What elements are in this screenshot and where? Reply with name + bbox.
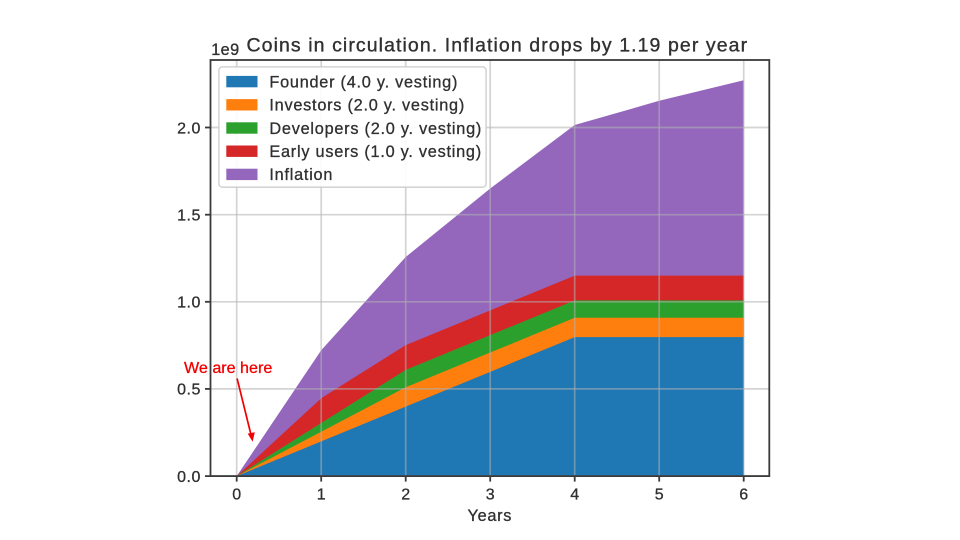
svg-text:2.0: 2.0 bbox=[177, 120, 201, 137]
svg-text:1.5: 1.5 bbox=[177, 208, 201, 225]
svg-text:6: 6 bbox=[739, 487, 748, 504]
svg-text:Investors (2.0 y. vesting): Investors (2.0 y. vesting) bbox=[269, 97, 465, 115]
svg-text:Early users (1.0 y. vesting): Early users (1.0 y. vesting) bbox=[269, 143, 482, 161]
svg-text:We are here: We are here bbox=[184, 359, 272, 377]
svg-text:5: 5 bbox=[655, 487, 664, 504]
svg-text:1.0: 1.0 bbox=[177, 295, 201, 312]
svg-text:0: 0 bbox=[232, 487, 241, 504]
svg-text:0.5: 0.5 bbox=[177, 382, 201, 399]
svg-text:Years: Years bbox=[468, 507, 513, 525]
svg-text:1e9: 1e9 bbox=[211, 41, 239, 59]
svg-text:Founder (4.0 y. vesting): Founder (4.0 y. vesting) bbox=[269, 73, 458, 91]
svg-text:Coins in circulation. Inflatio: Coins in circulation. Inflation drops by… bbox=[247, 34, 749, 56]
svg-text:1: 1 bbox=[317, 487, 326, 504]
svg-text:Inflation: Inflation bbox=[269, 166, 333, 184]
svg-text:2: 2 bbox=[401, 487, 410, 504]
svg-text:4: 4 bbox=[570, 487, 579, 504]
svg-text:3: 3 bbox=[486, 487, 495, 504]
svg-text:0.0: 0.0 bbox=[177, 469, 201, 486]
svg-text:Developers (2.0 y. vesting): Developers (2.0 y. vesting) bbox=[269, 120, 482, 138]
